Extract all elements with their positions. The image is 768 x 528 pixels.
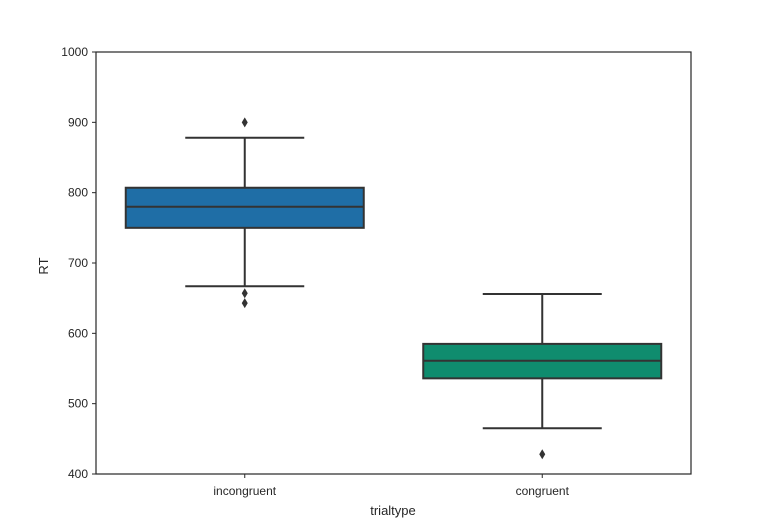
boxes-layer bbox=[124, 117, 663, 460]
x-tick-label-congruent: congruent bbox=[516, 484, 570, 498]
x-axis-ticks: incongruent congruent bbox=[213, 474, 570, 498]
outlier-point bbox=[241, 117, 248, 128]
y-tick-label: 800 bbox=[68, 186, 88, 200]
y-axis-label: RT bbox=[36, 257, 51, 274]
x-tick-label-incongruent: incongruent bbox=[213, 484, 276, 498]
box-group-congruent bbox=[422, 292, 663, 460]
outlier-point bbox=[539, 449, 546, 460]
box-group-incongruent bbox=[124, 117, 365, 309]
y-tick-label: 600 bbox=[68, 326, 88, 340]
y-tick-label: 1000 bbox=[61, 45, 88, 59]
y-axis-ticks: 400 500 600 700 800 900 1000 bbox=[61, 45, 96, 481]
outlier-point bbox=[241, 298, 248, 309]
y-tick-label: 400 bbox=[68, 467, 88, 481]
x-axis-label: trialtype bbox=[370, 503, 416, 518]
iqr-box bbox=[124, 186, 365, 229]
y-tick-label: 500 bbox=[68, 397, 88, 411]
outlier-point bbox=[241, 288, 248, 299]
y-tick-label: 700 bbox=[68, 256, 88, 270]
y-tick-label: 900 bbox=[68, 115, 88, 129]
plot-area-frame bbox=[95, 51, 692, 475]
